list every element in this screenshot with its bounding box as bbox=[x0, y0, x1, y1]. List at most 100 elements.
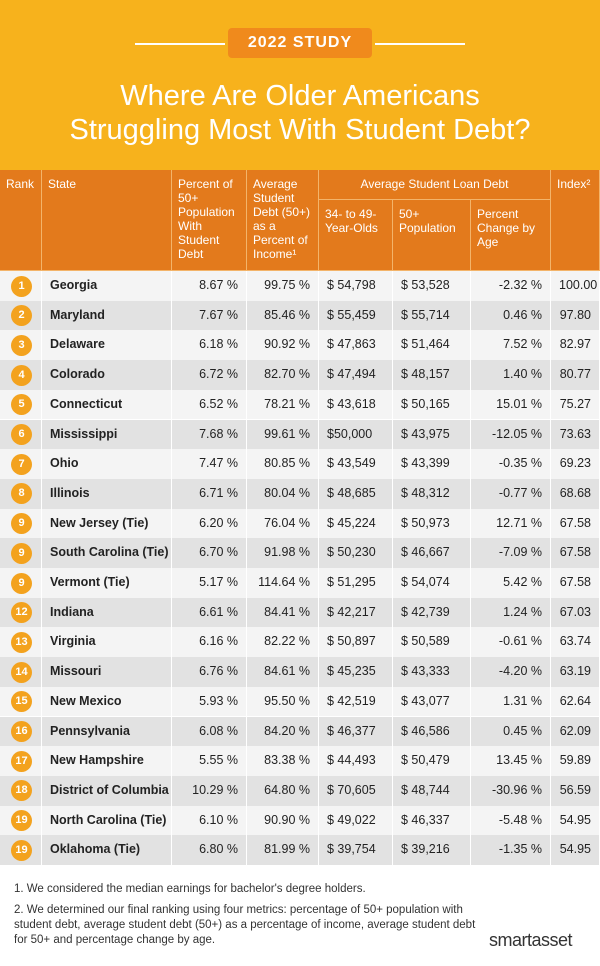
table-cell: 85.46 % bbox=[247, 300, 319, 331]
state-name: Ohio bbox=[42, 449, 172, 479]
rank-cell bbox=[0, 538, 42, 568]
rank-cell bbox=[0, 389, 42, 420]
state-name: New Jersey (Tie) bbox=[42, 508, 172, 539]
table-row bbox=[0, 330, 600, 361]
rank-badge: 5 bbox=[11, 394, 32, 416]
rank-cell bbox=[0, 300, 42, 331]
table-cell: 6.72 % bbox=[172, 360, 247, 390]
rank-cell bbox=[0, 716, 42, 747]
table-row bbox=[0, 478, 600, 509]
rank-cell bbox=[0, 686, 42, 717]
table-cell: 6.70 % bbox=[172, 538, 247, 568]
state-name: Indiana bbox=[42, 597, 172, 628]
table-cell: 80.85 % bbox=[247, 449, 319, 479]
rank-badge: 18 bbox=[11, 780, 32, 802]
table-cell: 56.59 bbox=[551, 775, 600, 806]
table-cell: $ 39,216 bbox=[393, 835, 471, 865]
table-cell: -30.96 % bbox=[471, 775, 551, 806]
table-row bbox=[0, 538, 600, 568]
state-name: Colorado bbox=[42, 360, 172, 390]
rank-badge: 7 bbox=[11, 453, 32, 475]
rank-cell bbox=[0, 568, 42, 598]
table-cell: $ 48,312 bbox=[393, 478, 471, 509]
table-cell: 6.10 % bbox=[172, 805, 247, 836]
table-cell: $ 51,295 bbox=[319, 568, 393, 598]
table-cell: $ 50,165 bbox=[393, 389, 471, 420]
rank-badge: 3 bbox=[11, 334, 32, 356]
table-cell: 78.21 % bbox=[247, 389, 319, 420]
logo: smartasset bbox=[488, 930, 573, 950]
table-cell: 5.93 % bbox=[172, 686, 247, 717]
state-name: Vermont (Tie) bbox=[42, 568, 172, 598]
rank-cell bbox=[0, 419, 42, 450]
table-row bbox=[0, 775, 600, 806]
table-cell: $ 50,589 bbox=[393, 627, 471, 658]
table-cell: 99.75 % bbox=[247, 271, 319, 301]
rank-cell bbox=[0, 657, 42, 687]
table-cell: 69.23 bbox=[551, 449, 600, 479]
rank-cell bbox=[0, 775, 42, 806]
table-cell: 90.90 % bbox=[247, 805, 319, 836]
table-row bbox=[0, 835, 600, 865]
table-cell: 15.01 % bbox=[471, 389, 551, 420]
table-cell: 80.04 % bbox=[247, 478, 319, 509]
table-row bbox=[0, 657, 600, 687]
table-cell: 84.20 % bbox=[247, 716, 319, 747]
table-cell: $ 46,377 bbox=[319, 716, 393, 747]
state-name: Pennsylvania bbox=[42, 716, 172, 747]
state-name: Virginia bbox=[42, 627, 172, 658]
table-cell: 59.89 bbox=[551, 746, 600, 776]
table-cell: 5.42 % bbox=[471, 568, 551, 598]
rank-cell bbox=[0, 627, 42, 658]
table-cell: 6.71 % bbox=[172, 478, 247, 509]
table-cell: $ 46,337 bbox=[393, 805, 471, 836]
table-cell: 81.99 % bbox=[247, 835, 319, 865]
table-row bbox=[0, 360, 600, 390]
rank-badge: 4 bbox=[11, 364, 32, 386]
rank-cell bbox=[0, 449, 42, 479]
table-cell: $ 50,973 bbox=[393, 508, 471, 539]
table-cell: $ 55,459 bbox=[319, 300, 393, 331]
table-cell: 62.64 bbox=[551, 686, 600, 717]
state-name: Delaware bbox=[42, 330, 172, 361]
footnote: 1. We considered the median earnings for… bbox=[14, 883, 366, 895]
table-cell: -0.61 % bbox=[471, 627, 551, 658]
table-cell: $ 54,798 bbox=[319, 271, 393, 301]
table-cell: 6.52 % bbox=[172, 389, 247, 420]
table-cell: 100.00 bbox=[551, 271, 600, 301]
divider bbox=[375, 43, 465, 45]
table-cell: -5.48 % bbox=[471, 805, 551, 836]
table-cell: 76.04 % bbox=[247, 508, 319, 539]
table-cell: $ 43,549 bbox=[319, 449, 393, 479]
table-cell: $ 48,157 bbox=[393, 360, 471, 390]
table-cell: $ 46,667 bbox=[393, 538, 471, 568]
table-row bbox=[0, 449, 600, 479]
rank-badge: 9 bbox=[11, 572, 32, 594]
table-cell: -0.35 % bbox=[471, 449, 551, 479]
table-cell: 7.68 % bbox=[172, 419, 247, 450]
table-cell: -7.09 % bbox=[471, 538, 551, 568]
rank-cell bbox=[0, 805, 42, 836]
table-cell: 84.41 % bbox=[247, 597, 319, 628]
rank-badge: 16 bbox=[11, 721, 32, 742]
table-row bbox=[0, 597, 600, 628]
table-cell: 5.55 % bbox=[172, 746, 247, 776]
table-cell: 6.61 % bbox=[172, 597, 247, 628]
table-cell: 91.98 % bbox=[247, 538, 319, 568]
column-header: Percent of 50+ Population With Student D… bbox=[172, 170, 247, 271]
table-cell: 67.58 bbox=[551, 568, 600, 598]
table-cell: $ 45,235 bbox=[319, 657, 393, 687]
rank-badge: 15 bbox=[11, 691, 32, 713]
table-cell: 114.64 % bbox=[247, 568, 319, 598]
footnote: 2. We determined our final ranking using… bbox=[14, 904, 476, 946]
table-row bbox=[0, 508, 600, 539]
table-cell: 83.38 % bbox=[247, 746, 319, 776]
table-cell: $ 43,975 bbox=[393, 419, 471, 450]
rank-badge: 19 bbox=[11, 839, 32, 861]
state-name: Connecticut bbox=[42, 389, 172, 420]
table-cell: 97.80 bbox=[551, 300, 600, 331]
table-cell: 67.58 bbox=[551, 508, 600, 539]
rank-badge: 13 bbox=[11, 631, 32, 653]
table-cell: 8.67 % bbox=[172, 271, 247, 301]
